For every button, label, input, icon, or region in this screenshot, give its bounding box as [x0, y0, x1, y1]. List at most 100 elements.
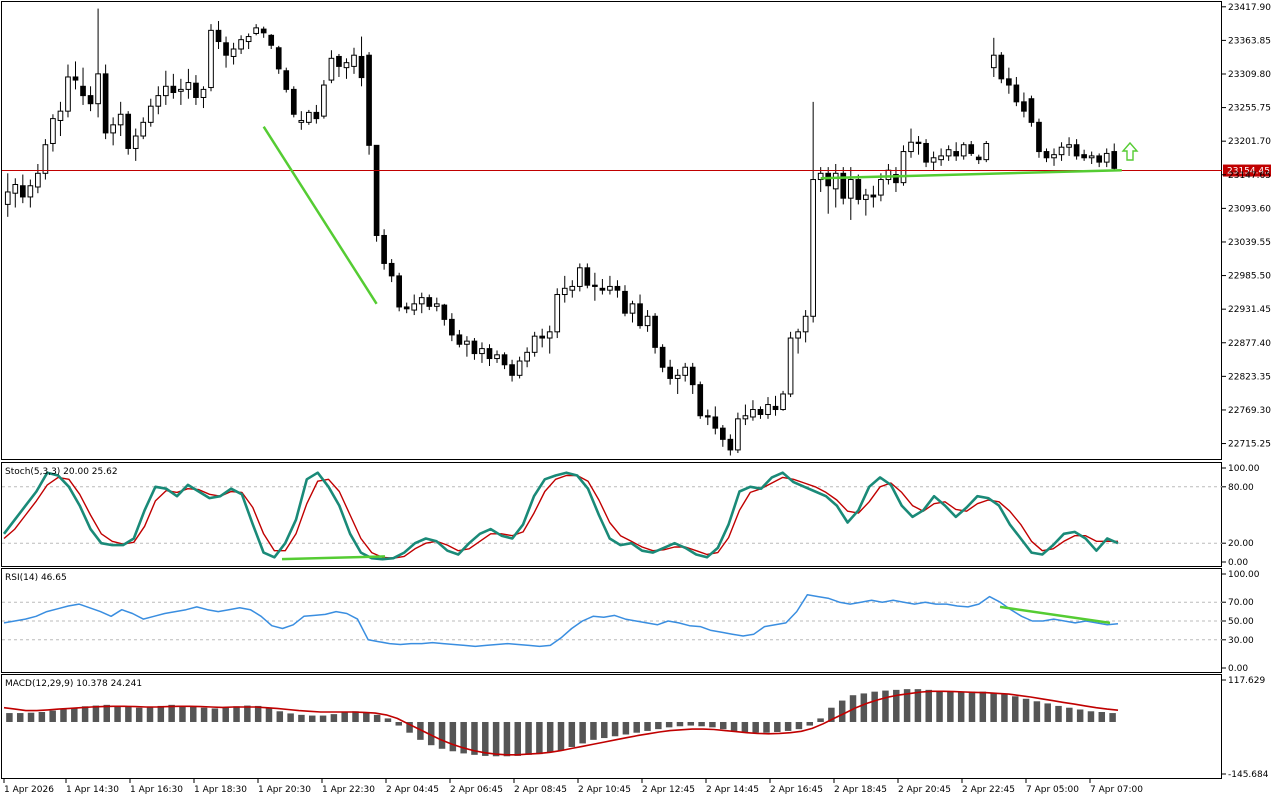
macd-histogram-bar	[1022, 698, 1030, 722]
macd-histogram-bar	[438, 721, 446, 749]
candle-body	[290, 88, 297, 115]
candle-body	[358, 55, 365, 79]
candle	[388, 259, 395, 283]
macd-histogram-bar	[936, 690, 943, 722]
price-tick-label: 23201.70	[1228, 137, 1271, 147]
macd-histogram-bar	[774, 721, 781, 732]
candle-body	[908, 141, 914, 153]
candle-body	[418, 297, 425, 305]
up-arrow-icon	[1121, 141, 1139, 161]
macd-histogram-bar	[114, 705, 121, 722]
macd-histogram-bar	[341, 711, 348, 722]
candle	[1043, 148, 1050, 163]
candle	[290, 86, 297, 118]
candle-body	[576, 267, 583, 287]
candle-body	[772, 405, 779, 411]
macd-histogram-bar	[633, 721, 640, 733]
candle-body	[336, 55, 342, 67]
price-tick-label: 22769.30	[1228, 406, 1271, 416]
time-tick-label: 2 Apr 08:45	[514, 785, 567, 795]
candle	[697, 381, 704, 419]
candle	[65, 64, 71, 118]
candle	[1006, 67, 1012, 94]
time-tick-label: 1 Apr 18:30	[194, 785, 247, 795]
price-tick-label: 22823.35	[1228, 372, 1271, 382]
candle-body	[644, 315, 651, 327]
macd-histogram-bar	[308, 715, 316, 722]
candle	[306, 109, 312, 125]
candle-body	[855, 179, 862, 200]
macd-histogram-bar	[287, 713, 294, 722]
candle	[50, 114, 56, 152]
candle	[373, 144, 380, 242]
candle	[223, 36, 229, 68]
candle-body	[12, 184, 19, 194]
candle-body	[546, 331, 553, 339]
time-tick-label: 2 Apr 20:45	[898, 785, 951, 795]
macd-histogram-bar	[957, 691, 965, 722]
candle-body	[42, 144, 49, 174]
candle	[366, 52, 372, 155]
candle-body	[147, 105, 154, 123]
macd-histogram-bar	[6, 713, 13, 722]
candle-body	[923, 142, 929, 163]
candle	[433, 297, 440, 312]
candle-body	[464, 340, 470, 345]
candle	[727, 434, 734, 456]
time-tick-label: 2 Apr 12:45	[642, 785, 695, 795]
price-tick-label: 23363.85	[1228, 36, 1271, 46]
candle	[215, 21, 222, 49]
stoch-tick-label: 100.00	[1228, 464, 1260, 474]
macd-histogram-bar	[330, 714, 338, 722]
candle	[479, 342, 485, 363]
candle-body	[629, 303, 636, 314]
candle-body	[230, 48, 237, 57]
macd-histogram-bar	[828, 707, 835, 722]
macd-histogram-bar	[1087, 711, 1095, 722]
macd-histogram-bar	[568, 721, 576, 747]
macd-histogram-bar	[644, 721, 651, 731]
candle-body	[622, 290, 628, 314]
candle-body	[1111, 151, 1118, 169]
candle-body	[433, 303, 440, 307]
candle-body	[4, 191, 11, 205]
candle	[1036, 118, 1042, 158]
price-tick-label: 22931.45	[1228, 305, 1271, 315]
candle-body	[328, 57, 335, 81]
macd-histogram-bar	[590, 721, 597, 740]
time-tick-label: 1 Apr 2026	[4, 785, 54, 795]
candle-body	[938, 155, 944, 161]
candle-body	[900, 151, 907, 184]
candle	[817, 167, 824, 192]
candle-body	[117, 113, 124, 126]
price-tick-label: 22985.50	[1228, 272, 1271, 282]
stoch-divergence-line	[281, 555, 386, 561]
candle	[840, 167, 847, 205]
candle-body	[674, 374, 681, 379]
candle	[238, 35, 244, 54]
time-tick-label: 2 Apr 10:45	[578, 785, 631, 795]
candle-body	[960, 144, 967, 157]
candle	[592, 272, 598, 301]
candle	[629, 300, 636, 323]
time-tick-label: 2 Apr 14:45	[706, 785, 759, 795]
candle	[19, 174, 26, 204]
candle-body	[140, 121, 147, 137]
candle-body	[351, 54, 357, 67]
time-tick-label: 1 Apr 14:30	[66, 785, 119, 795]
stoch-tick-label: 0.00	[1228, 558, 1248, 568]
macd-histogram-bar	[427, 721, 435, 746]
macd-histogram-bar	[1066, 707, 1073, 722]
candle-body	[750, 409, 756, 418]
candle	[584, 263, 591, 289]
candle	[1058, 142, 1065, 161]
candle	[953, 142, 960, 161]
candle	[321, 80, 327, 119]
candle-body	[893, 174, 899, 184]
stoch-tick-label: 80.00	[1228, 483, 1254, 493]
candle	[1111, 143, 1118, 171]
macd-histogram-bar	[1055, 705, 1062, 722]
candle	[260, 26, 267, 38]
